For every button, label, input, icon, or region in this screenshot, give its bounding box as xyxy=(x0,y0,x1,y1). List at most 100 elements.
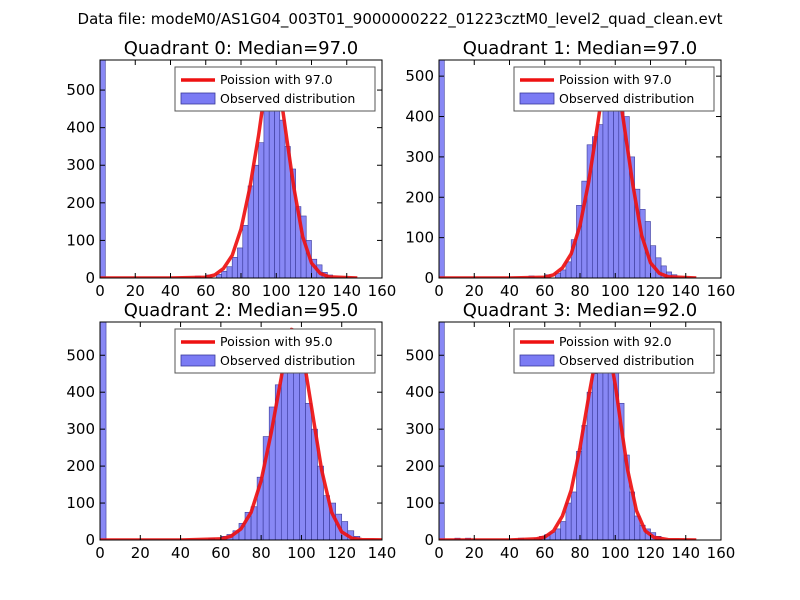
x-tick-label: 120 xyxy=(636,544,665,562)
legend: Poission with 97.0 Observed distribution xyxy=(174,66,376,112)
legend: Poission with 95.0 Observed distribution xyxy=(174,328,376,374)
y-tick-label: 300 xyxy=(405,420,434,438)
histogram-bar xyxy=(258,142,265,278)
x-tick-label: 160 xyxy=(368,282,397,300)
histogram-bar xyxy=(560,269,567,278)
histogram-bar xyxy=(221,270,228,278)
x-tick-label: 80 xyxy=(570,544,589,562)
chart-title: Quadrant 3: Median=92.0 xyxy=(463,300,698,321)
x-tick-label: 80 xyxy=(231,282,250,300)
y-tick-label: 200 xyxy=(66,457,95,475)
y-tick-label: 300 xyxy=(66,420,95,438)
legend-line-label: Poission with 92.0 xyxy=(559,334,672,349)
histogram-bar xyxy=(226,266,233,278)
histogram-bar xyxy=(293,343,300,540)
legend: Poission with 97.0 Observed distribution xyxy=(513,66,715,112)
legend-bar-swatch xyxy=(519,354,555,367)
y-tick-label: 400 xyxy=(405,108,434,126)
y-tick-label: 100 xyxy=(66,494,95,512)
chart-title: Quadrant 1: Median=97.0 xyxy=(463,38,698,59)
y-tick-label: 100 xyxy=(405,229,434,247)
x-tick-label: 0 xyxy=(434,544,444,562)
x-tick-label: 40 xyxy=(500,282,519,300)
x-tick-label: 60 xyxy=(211,544,230,562)
x-tick-label: 80 xyxy=(252,544,271,562)
x-tick-label: 160 xyxy=(707,282,736,300)
histogram-bar xyxy=(305,402,312,540)
x-tick-label: 100 xyxy=(262,282,291,300)
x-tick-label: 160 xyxy=(707,544,736,562)
x-tick-label: 40 xyxy=(161,282,180,300)
y-tick-label: 200 xyxy=(405,457,434,475)
histogram-bar xyxy=(299,354,306,540)
histogram-bar xyxy=(274,97,281,278)
x-tick-label: 60 xyxy=(196,282,215,300)
y-tick-label: 400 xyxy=(405,383,434,401)
histogram-bar xyxy=(597,124,604,278)
x-tick-label: 80 xyxy=(570,282,589,300)
histogram-bar xyxy=(253,164,259,278)
y-tick-label: 500 xyxy=(405,346,434,364)
histogram-bar xyxy=(570,491,577,540)
histogram-bar xyxy=(279,119,286,278)
legend-bar-label: Observed distribution xyxy=(559,91,694,106)
histogram-bar xyxy=(100,60,106,278)
histogram-bar xyxy=(602,100,609,278)
x-tick-label: 0 xyxy=(95,282,105,300)
legend: Poission with 92.0 Observed distribution xyxy=(513,328,715,374)
histogram-bar xyxy=(237,247,244,278)
x-tick-label: 140 xyxy=(332,282,361,300)
y-tick-label: 500 xyxy=(66,346,95,364)
y-tick-label: 500 xyxy=(405,67,434,85)
legend-line-label: Poission with 97.0 xyxy=(559,72,672,87)
x-tick-label: 0 xyxy=(434,282,444,300)
legend-bar-label: Observed distribution xyxy=(220,353,355,368)
x-tick-label: 60 xyxy=(535,544,554,562)
y-tick-label: 300 xyxy=(405,148,434,166)
y-tick-label: 500 xyxy=(66,81,95,99)
x-tick-label: 140 xyxy=(671,282,700,300)
legend-bar-label: Observed distribution xyxy=(559,353,694,368)
x-tick-label: 100 xyxy=(287,544,316,562)
histogram-bar xyxy=(607,354,614,540)
x-tick-label: 40 xyxy=(171,544,190,562)
x-tick-label: 40 xyxy=(500,544,519,562)
chart-title: Quadrant 0: Median=97.0 xyxy=(124,38,359,59)
legend-bar-label: Observed distribution xyxy=(220,91,355,106)
figure-title: Data file: modeM0/AS1G04_003T01_90000002… xyxy=(78,10,723,29)
y-tick-label: 300 xyxy=(66,156,95,174)
x-tick-label: 20 xyxy=(131,544,150,562)
x-tick-label: 140 xyxy=(671,544,700,562)
y-tick-label: 0 xyxy=(424,531,434,549)
histogram-bar xyxy=(280,362,288,540)
histogram-bar xyxy=(439,60,445,278)
histogram-bar xyxy=(242,225,249,278)
x-tick-label: 100 xyxy=(601,544,630,562)
histogram-bar xyxy=(560,521,567,540)
chart-title: Quadrant 2: Median=95.0 xyxy=(124,300,359,321)
quadrant-2-chart: 0 20 40 60 80 100 120 140 0 100 200 300 400 500 Quadra… xyxy=(66,300,396,562)
y-tick-label: 0 xyxy=(85,531,95,549)
histogram-bar xyxy=(592,373,598,540)
y-tick-label: 200 xyxy=(405,188,434,206)
x-tick-label: 120 xyxy=(297,282,326,300)
legend-bar-swatch xyxy=(180,354,216,367)
y-tick-label: 0 xyxy=(424,269,434,287)
y-tick-label: 200 xyxy=(66,194,95,212)
x-tick-label: 60 xyxy=(535,282,554,300)
legend-line-label: Poission with 97.0 xyxy=(220,72,333,87)
histogram-bar xyxy=(231,257,238,278)
histogram-bar xyxy=(263,104,270,278)
y-tick-label: 400 xyxy=(66,383,95,401)
legend-bar-swatch xyxy=(519,92,555,105)
y-tick-label: 400 xyxy=(66,119,95,137)
x-tick-label: 100 xyxy=(601,282,630,300)
legend-line-label: Poission with 95.0 xyxy=(220,334,333,349)
x-tick-label: 120 xyxy=(327,544,356,562)
histogram-bar xyxy=(586,391,593,540)
x-tick-label: 0 xyxy=(95,544,105,562)
y-tick-label: 100 xyxy=(405,494,434,512)
histogram-bar xyxy=(555,528,561,540)
histogram-bar xyxy=(100,322,107,540)
